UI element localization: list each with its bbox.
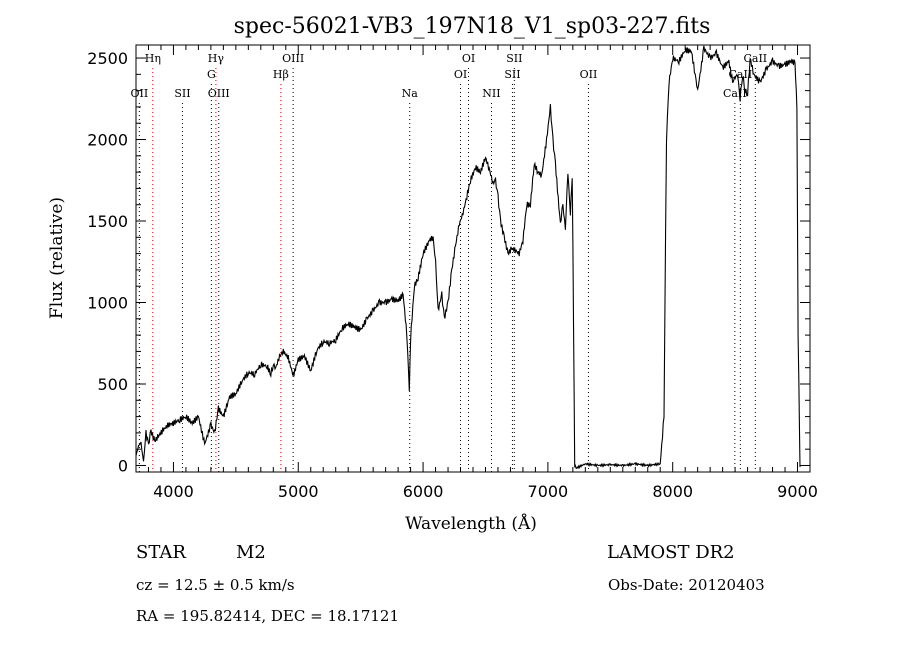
x-tick-label: 9000 [777, 482, 818, 501]
x-tick-label: 8000 [652, 482, 693, 501]
x-tick-label: 7000 [528, 482, 569, 501]
y-tick-label: 500 [97, 375, 128, 394]
line-label: CaII [743, 52, 767, 65]
spectrum-line [135, 45, 801, 470]
y-tick-label: 0 [118, 456, 128, 475]
line-label: OIII [282, 52, 304, 65]
line-label: Hγ [208, 52, 225, 65]
y-tick-label: 2000 [87, 131, 128, 150]
y-axis-label: Flux (relative) [47, 197, 67, 319]
line-label: CaII [723, 87, 747, 100]
line-label: Hβ [273, 68, 289, 81]
y-tick-label: 1000 [87, 294, 128, 313]
obs-date: Obs-Date: 20120403 [608, 576, 765, 594]
x-tick-label: 4000 [153, 482, 194, 501]
line-label: SII [504, 68, 520, 81]
redshift-text: cz = 12.5 ± 0.5 km/s [136, 576, 295, 594]
line-label: OIII [208, 87, 230, 100]
survey-name: LAMOST DR2 [607, 542, 735, 563]
line-label: SII [506, 52, 522, 65]
line-label: G [207, 68, 216, 81]
line-label: SII [174, 87, 190, 100]
y-tick-label: 1500 [87, 212, 128, 231]
x-tick-label: 5000 [278, 482, 319, 501]
line-label: Hη [145, 52, 161, 65]
line-label: OI [462, 52, 475, 65]
plot-area: Hη OII SII Hγ G OIII OIII Hβ Na OI OI NII SII SII OII C… [87, 44, 818, 501]
plot-frame [135, 44, 811, 473]
x-axis-label: Wavelength (Å) [405, 513, 537, 534]
line-label: OII [131, 87, 149, 100]
line-label: Na [402, 87, 419, 100]
object-subclass: M2 [236, 542, 266, 563]
object-class: STAR [136, 542, 186, 563]
line-label: OI [454, 68, 467, 81]
coordinates-text: RA = 195.82414, DEC = 18.17121 [136, 607, 399, 625]
line-label: OII [580, 68, 598, 81]
line-label: NII [482, 87, 500, 100]
y-tick-label: 2500 [87, 49, 128, 68]
chart-title: spec-56021-VB3_197N18_V1_sp03-227.fits [234, 14, 711, 39]
x-tick-label: 6000 [403, 482, 444, 501]
